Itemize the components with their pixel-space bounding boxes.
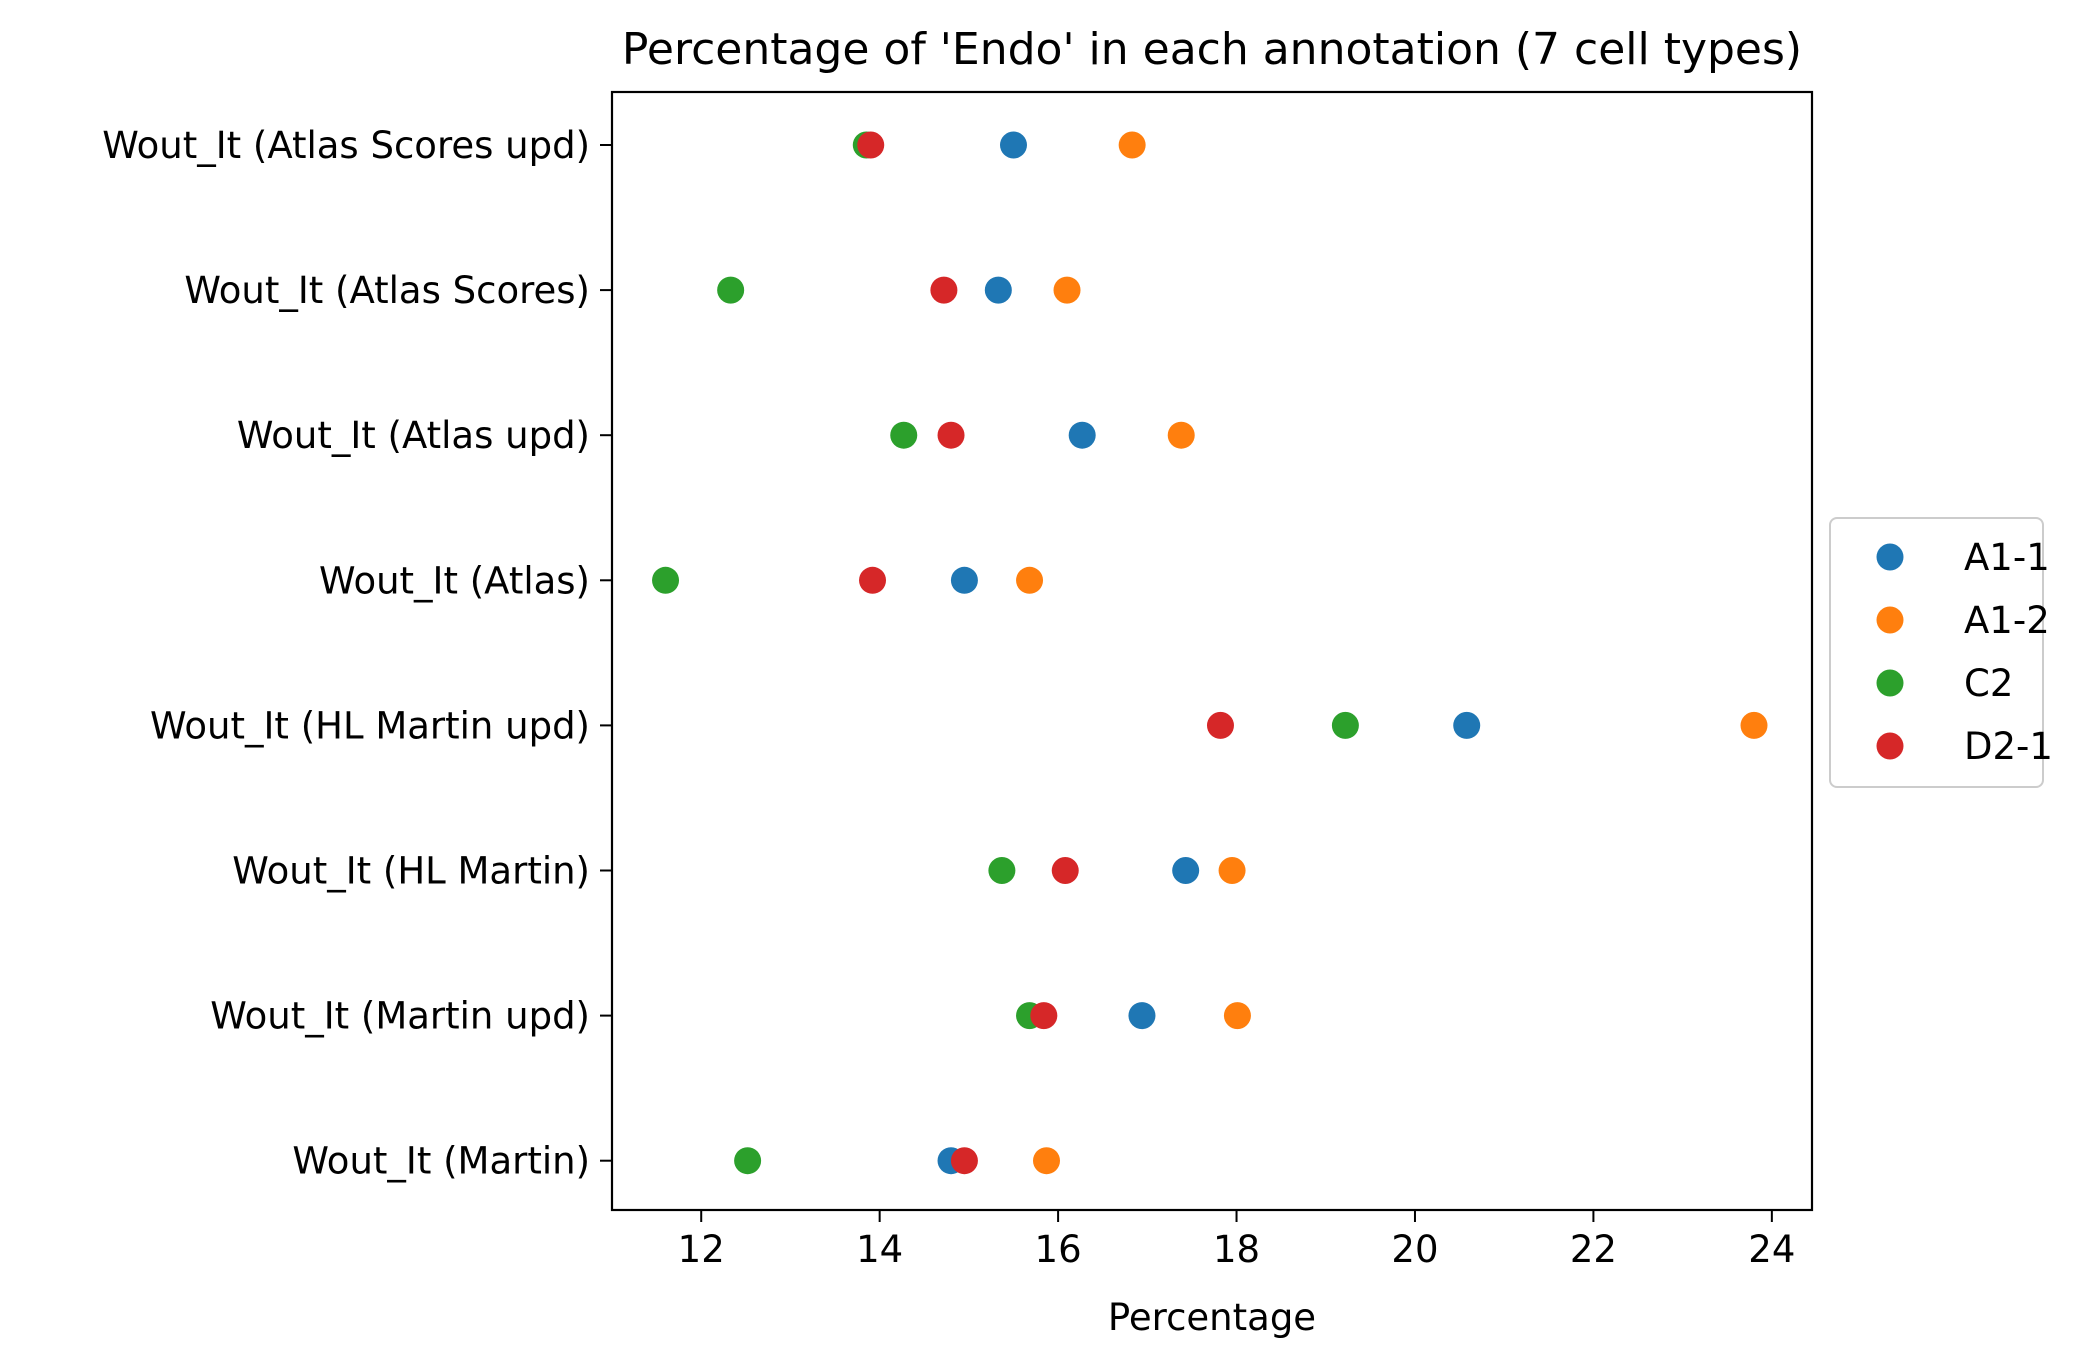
y-tick-label: Wout_It (HL Martin) — [232, 850, 590, 893]
data-point — [1218, 857, 1246, 884]
x-axis-label: Percentage — [1108, 1296, 1316, 1339]
data-point — [1016, 566, 1044, 594]
legend-marker — [1876, 669, 1904, 697]
y-tick-label: Wout_It (Atlas) — [319, 559, 590, 602]
x-tick-label: 18 — [1213, 1228, 1260, 1271]
legend-frame — [1829, 517, 2044, 788]
data-point — [1172, 857, 1200, 884]
data-point — [1167, 421, 1195, 449]
legend-marker — [1876, 543, 1904, 571]
data-point — [1051, 857, 1079, 884]
data-point — [937, 421, 965, 449]
plot-frame — [610, 90, 1814, 1212]
data-point — [1128, 1002, 1156, 1030]
data-point — [950, 566, 978, 594]
x-tick-label: 22 — [1570, 1228, 1617, 1271]
data-point — [930, 276, 958, 304]
data-point — [890, 421, 918, 449]
y-axis: Wout_It (Atlas Scores upd) Wout_It (Atlas… — [102, 124, 612, 1183]
x-tick-label: 14 — [856, 1228, 903, 1271]
data-point — [1223, 1002, 1251, 1030]
y-tick-label: Wout_It (HL Martin upd) — [150, 704, 590, 747]
x-axis: 12 14 16 18 20 22 24 — [678, 1210, 1795, 1271]
data-point — [1118, 131, 1146, 159]
y-tick-label: Wout_It (Martin upd) — [210, 995, 590, 1038]
legend-marker — [1876, 732, 1904, 760]
legend-label: A1-1 — [1964, 536, 2050, 579]
data-point — [717, 276, 745, 304]
x-tick-label: 16 — [1035, 1228, 1082, 1271]
legend-marker — [1876, 606, 1904, 634]
data-point — [1206, 711, 1234, 739]
data-point — [652, 566, 680, 594]
y-tick-label: Wout_It (Atlas Scores upd) — [102, 124, 590, 167]
data-point — [1032, 1147, 1060, 1175]
data-point — [1740, 711, 1768, 739]
data-point — [999, 131, 1027, 159]
x-tick-label: 20 — [1391, 1228, 1438, 1271]
data-point — [1030, 1002, 1058, 1030]
legend-label: A1-2 — [1964, 599, 2050, 642]
y-tick-label: Wout_It (Atlas Scores) — [184, 269, 590, 312]
x-tick-label: 24 — [1748, 1228, 1795, 1271]
data-point — [1331, 711, 1359, 739]
data-point — [984, 276, 1012, 304]
data-points — [652, 131, 1768, 1175]
y-tick-label: Wout_It (Martin) — [292, 1140, 590, 1183]
data-point — [1453, 711, 1481, 739]
y-tick-label: Wout_It (Atlas upd) — [237, 414, 590, 457]
data-point — [857, 131, 885, 159]
data-point — [988, 857, 1016, 884]
data-point — [950, 1147, 978, 1175]
legend-label: C2 — [1964, 662, 2013, 705]
chart-title: Percentage of 'Endo' in each annotation … — [622, 24, 1802, 75]
data-point — [859, 566, 887, 594]
data-point — [734, 1147, 762, 1175]
legend: A1-1 A1-2 C2 D2-1 — [1829, 517, 2053, 788]
x-tick-label: 12 — [678, 1228, 725, 1271]
data-point — [1053, 276, 1081, 304]
legend-label: D2-1 — [1964, 725, 2053, 768]
data-point — [1068, 421, 1096, 449]
